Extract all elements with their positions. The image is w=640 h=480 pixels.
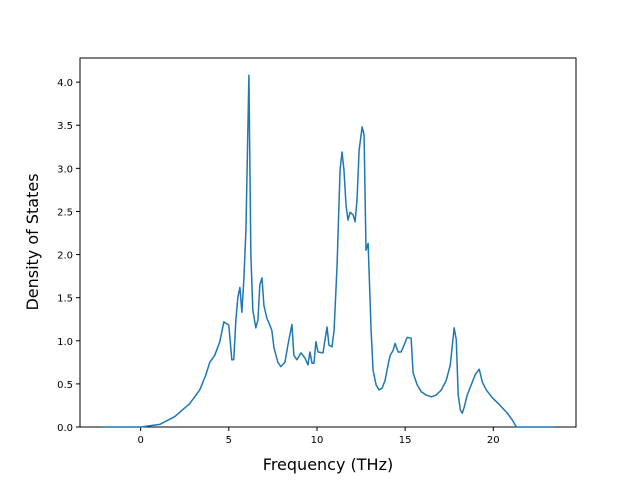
- y-tick-label: 4.0: [57, 78, 73, 89]
- y-tick-label: 1.5: [57, 294, 73, 305]
- x-tick-label: 20: [487, 435, 500, 446]
- y-tick-label: 2.5: [57, 207, 73, 218]
- y-axis-label: Density of States: [23, 173, 42, 310]
- y-tick-label: 3.5: [57, 121, 73, 132]
- y-tick-label: 2.0: [57, 251, 73, 262]
- data-line: [102, 74, 554, 428]
- x-axis-label: Frequency (THz): [263, 455, 393, 474]
- y-tick-label: 1.0: [57, 337, 73, 348]
- x-tick-label: 0: [137, 435, 143, 446]
- x-tick-label: 15: [399, 435, 412, 446]
- x-tick-label: 5: [226, 435, 232, 446]
- plot-frame: [79, 57, 577, 428]
- y-tick-label: 0.5: [57, 380, 73, 391]
- y-tick-label: 0.0: [57, 423, 73, 434]
- y-tick-label: 3.0: [57, 164, 73, 175]
- x-tick-label: 10: [311, 435, 324, 446]
